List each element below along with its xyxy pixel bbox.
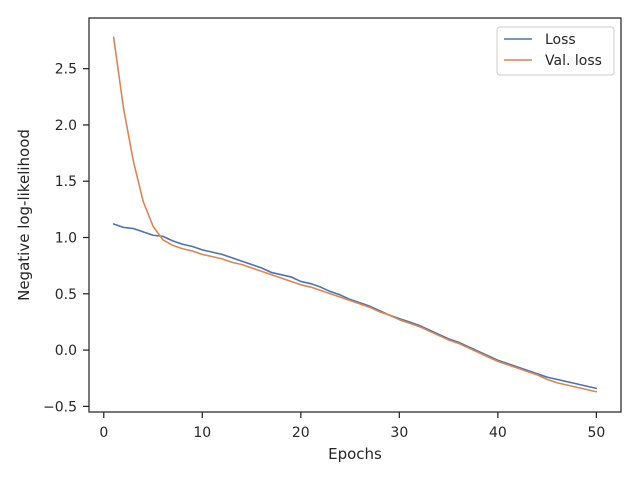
- y-tick-label: −0.5: [43, 399, 77, 415]
- series-line-1: [112, 36, 598, 393]
- ticks: 0 10 20 30 40 50 −0.5 0.0 0.5 1.0 1.5 2.0 2.5: [43, 62, 605, 441]
- y-tick-label: 1.5: [55, 174, 77, 190]
- y-tick-label: 2.0: [55, 118, 77, 134]
- x-tick-label: 40: [489, 425, 507, 441]
- x-tick-label: 30: [390, 425, 408, 441]
- x-tick-label: 50: [587, 425, 605, 441]
- legend-label-0: Loss: [545, 32, 576, 48]
- y-axis-label: Negative log-likelihood: [15, 129, 33, 301]
- y-tick-label: 0.0: [55, 343, 77, 359]
- legend-label-1: Val. loss: [545, 53, 602, 69]
- plot-frame: [88, 17, 622, 413]
- y-tick-label: 1.0: [55, 231, 77, 247]
- legend: Loss Val. loss: [496, 26, 615, 76]
- series-line-0: [112, 223, 598, 390]
- x-tick-label: 20: [292, 425, 310, 441]
- x-tick-label: 10: [193, 425, 211, 441]
- y-tick-label: 2.5: [55, 62, 77, 78]
- y-tick-label: 0.5: [55, 287, 77, 303]
- x-axis-label: Epochs: [328, 445, 382, 463]
- x-tick-label: 0: [99, 425, 108, 441]
- series-lines: [112, 36, 598, 393]
